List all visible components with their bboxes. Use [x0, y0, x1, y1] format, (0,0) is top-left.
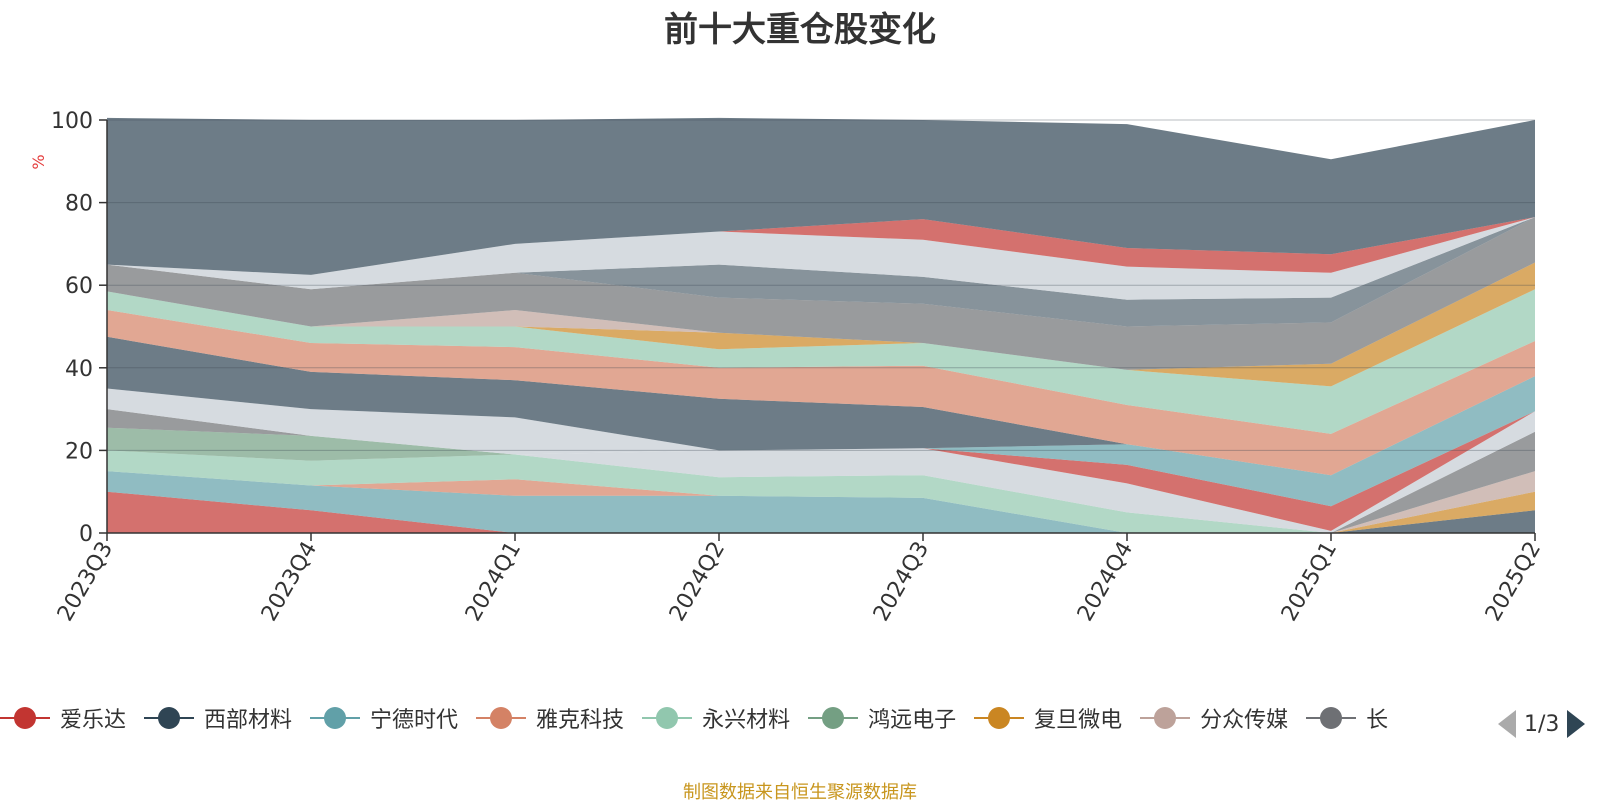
- legend-label: 宁德时代: [370, 708, 459, 733]
- x-tick-label: 2024Q3: [869, 538, 934, 626]
- y-tick-label: 80: [65, 192, 93, 217]
- legend-item[interactable]: 复旦微电: [974, 700, 1122, 736]
- legend-item[interactable]: 宁德时代: [310, 700, 458, 736]
- area-series-band-21: [107, 217, 1535, 300]
- legend-pager: 1/3: [1498, 706, 1586, 742]
- area-series-band-16: [107, 289, 1535, 434]
- area-series-band-8: [107, 411, 1535, 533]
- legend-marker-icon: [642, 706, 693, 730]
- x-tick-label: 2024Q2: [665, 538, 730, 626]
- x-tick-label: 2023Q3: [53, 538, 118, 626]
- area-series-复旦微电: [107, 450, 1535, 533]
- legend-item[interactable]: 西部材料: [144, 700, 292, 736]
- legend-marker-icon: [808, 706, 859, 730]
- legend-item[interactable]: 长: [1306, 700, 1388, 736]
- legend-marker-icon: [0, 706, 50, 730]
- area-series-band-20: [107, 217, 1535, 327]
- area-series-永兴材料: [107, 450, 1535, 533]
- legend-item[interactable]: 鸿远电子: [808, 700, 956, 736]
- x-tick-label: 2023Q4: [257, 538, 322, 626]
- chart-title: 前十大重仓股变化: [664, 10, 936, 50]
- legend-label: 分众传媒: [1200, 708, 1289, 733]
- area-series-layer: [107, 117, 1535, 533]
- legend-label: 永兴材料: [702, 708, 791, 733]
- legend-item[interactable]: 爱乐达: [0, 700, 126, 736]
- area-series-band-22: [107, 217, 1535, 275]
- legend: 爱乐达 西部材料 宁德时代 雅克科技 永兴材料 鸿远电子 复旦微电 分众传媒 长: [0, 700, 1480, 736]
- legend-marker-icon: [974, 706, 1025, 730]
- area-series-band-23: [107, 117, 1535, 275]
- pager-text: 1/3: [1524, 711, 1560, 737]
- legend-label: 长: [1366, 708, 1389, 733]
- y-tick-label: 20: [65, 439, 93, 464]
- area-series-雅克科技: [107, 471, 1535, 533]
- area-series-band-14: [107, 336, 1535, 476]
- legend-label: 雅克科技: [536, 708, 625, 733]
- legend-marker-icon: [144, 706, 195, 730]
- legend-label: 鸿远电子: [868, 708, 957, 733]
- legend-label: 复旦微电: [1034, 708, 1123, 733]
- x-tick-label: 2025Q2: [1481, 538, 1546, 626]
- legend-marker-icon: [1306, 706, 1357, 730]
- x-tick-label: 2024Q4: [1073, 538, 1138, 626]
- area-series-band-15: [107, 310, 1535, 476]
- source-note: 制图数据来自恒生聚源数据库: [683, 782, 917, 803]
- y-tick-label: 40: [65, 357, 93, 382]
- legend-marker-icon: [1140, 706, 1191, 730]
- y-tick-label: 0: [79, 522, 93, 547]
- y-tick-label: 100: [51, 109, 93, 134]
- legend-label: 西部材料: [204, 708, 293, 733]
- x-tick-label: 2025Q1: [1277, 538, 1342, 626]
- area-series-band-13: [107, 376, 1535, 507]
- pager-next-icon[interactable]: [1567, 710, 1586, 738]
- legend-item[interactable]: 分众传媒: [1140, 700, 1288, 736]
- legend-marker-icon: [310, 706, 361, 730]
- area-series-band-12: [107, 388, 1535, 507]
- y-tick-label: 60: [65, 274, 93, 299]
- legend-item[interactable]: 永兴材料: [642, 700, 790, 736]
- pager-prev-icon[interactable]: [1498, 710, 1516, 738]
- legend-marker-icon: [476, 706, 527, 730]
- area-series-爱乐达: [107, 491, 1535, 533]
- y-axis-label: %: [29, 154, 48, 169]
- legend-item[interactable]: 雅克科技: [476, 700, 624, 736]
- grid-lines: [107, 119, 1535, 451]
- x-tick-label: 2024Q1: [461, 538, 526, 626]
- legend-label: 爱乐达: [60, 708, 127, 733]
- area-series-band-19: [107, 217, 1535, 370]
- area-series-宁德时代: [107, 471, 1535, 533]
